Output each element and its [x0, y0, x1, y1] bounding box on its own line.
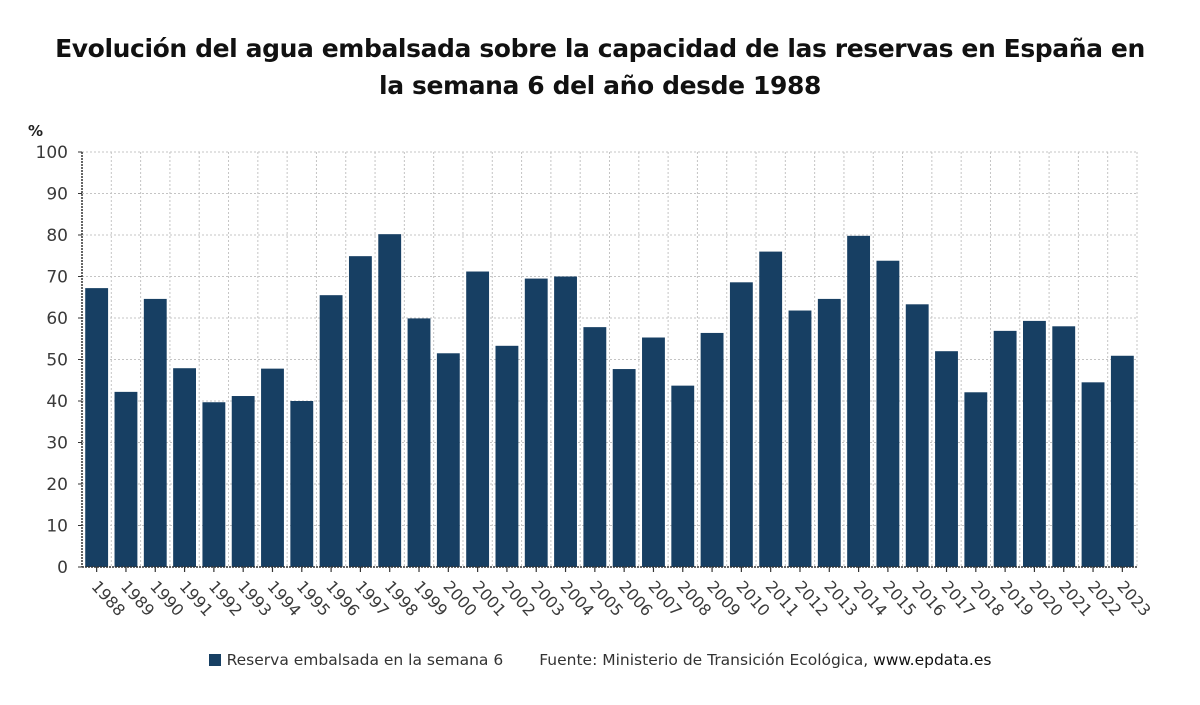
bar — [817, 298, 841, 567]
bar — [436, 353, 460, 567]
y-tick-label: 40 — [46, 392, 68, 412]
bar — [202, 402, 226, 567]
x-tick-labels: 1988198919901991199219931994199519961997… — [88, 577, 1155, 620]
bar — [407, 318, 431, 567]
bar — [1110, 355, 1134, 567]
bar — [1052, 326, 1076, 567]
bar — [524, 278, 548, 567]
bar — [1081, 382, 1105, 567]
bar — [143, 298, 167, 567]
bar — [290, 401, 314, 567]
bar — [847, 235, 871, 567]
axes — [78, 151, 1137, 572]
legend-swatch — [208, 654, 221, 666]
y-tick-label: 90 — [46, 185, 68, 205]
y-tick-label: 80 — [46, 226, 68, 246]
bar — [788, 310, 812, 567]
y-tick-label: 0 — [57, 558, 68, 578]
y-tick-label: 50 — [46, 351, 68, 371]
y-tick-labels: 0 10 20 30 40 50 60 70 80 90 100 — [36, 143, 68, 578]
bar — [231, 396, 255, 567]
bar — [466, 271, 490, 567]
y-tick-label: 70 — [46, 268, 68, 288]
x-tick-label: 2023 — [1113, 577, 1154, 620]
bar — [964, 392, 988, 567]
bar — [671, 385, 695, 567]
bars — [85, 234, 1134, 568]
bar — [729, 282, 753, 567]
bar — [114, 391, 138, 567]
bar — [1023, 320, 1046, 567]
legend: Reserva embalsada en la semana 6 Fuente: … — [0, 651, 1200, 669]
source-link[interactable]: www.epdata.es — [873, 651, 992, 669]
bar — [642, 337, 665, 567]
bar — [905, 304, 929, 567]
bar — [261, 368, 284, 567]
bar — [993, 330, 1017, 567]
bar — [876, 260, 900, 567]
bar — [583, 327, 607, 567]
bar — [554, 276, 577, 567]
bar — [378, 234, 402, 568]
bar — [700, 332, 724, 567]
y-tick-label: 100 — [36, 143, 68, 163]
source-text: Fuente: Ministerio de Transición Ecológi… — [539, 651, 874, 669]
bar — [319, 295, 343, 567]
y-tick-label: 20 — [46, 475, 68, 495]
bar — [173, 368, 196, 567]
legend-series-label: Reserva embalsada en la semana 6 — [226, 651, 504, 669]
bar — [348, 256, 372, 567]
bar — [759, 251, 783, 567]
chart-title: Evolución del agua embalsada sobre la ca… — [55, 34, 1145, 100]
y-tick-label: 60 — [46, 309, 68, 329]
bar — [85, 288, 109, 567]
y-axis-label: % — [28, 122, 43, 140]
grid-lines — [82, 151, 1138, 567]
y-tick-label: 30 — [46, 434, 68, 454]
bar — [495, 345, 519, 567]
bar — [935, 351, 958, 567]
bar — [612, 369, 636, 567]
y-tick-label: 10 — [46, 517, 68, 537]
